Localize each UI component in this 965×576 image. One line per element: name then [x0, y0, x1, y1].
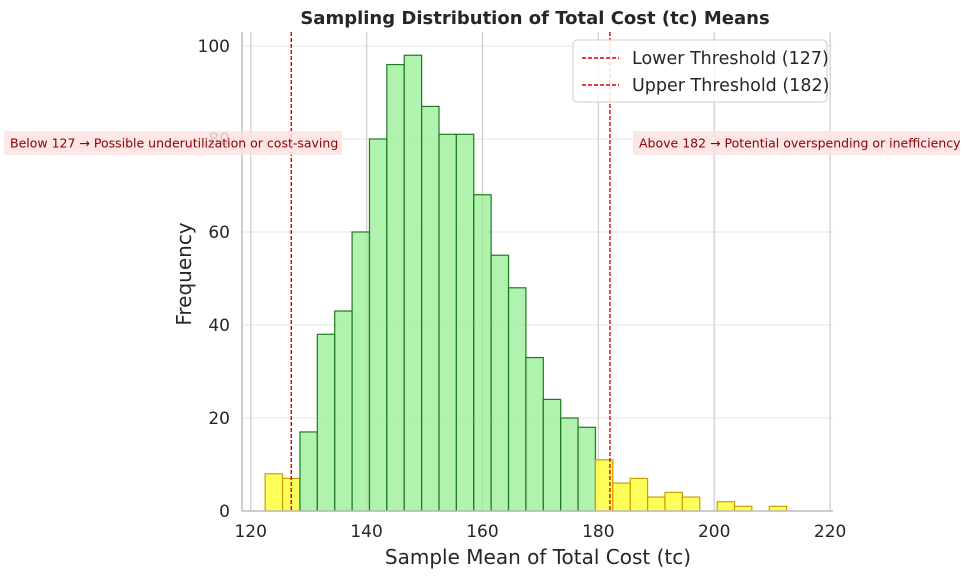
bar-outside-thresholds: [681, 496, 701, 512]
bar-within-thresholds: [351, 231, 371, 512]
y-tick-label: 0: [219, 502, 230, 522]
bar-within-thresholds: [368, 138, 388, 512]
bar-within-thresholds: [525, 356, 544, 512]
axes: [241, 32, 833, 512]
histogram-bars: [264, 54, 788, 512]
legend-upper-label: Upper Threshold (182): [632, 76, 829, 96]
chart-title: Sampling Distribution of Total Cost (tc)…: [300, 8, 769, 29]
bar-within-thresholds: [542, 398, 562, 512]
bar-within-thresholds: [421, 105, 440, 512]
x-axis-label: Sample Mean of Total Cost (tc): [385, 545, 691, 569]
bar-outside-thresholds: [612, 482, 631, 512]
x-tick-label: 180: [582, 522, 614, 542]
threshold-lines: [290, 32, 611, 511]
bar-within-thresholds: [403, 54, 423, 512]
bar-within-thresholds: [438, 133, 457, 512]
bar-outside-thresholds: [664, 491, 683, 512]
bar-within-thresholds: [577, 426, 597, 512]
y-tick-label: 20: [208, 409, 230, 429]
y-tick-label: 40: [208, 316, 230, 336]
bar-within-thresholds: [560, 417, 579, 512]
bar-within-thresholds: [490, 254, 510, 512]
bar-within-thresholds: [473, 194, 492, 512]
bar-outside-thresholds: [264, 473, 284, 512]
bar-outside-thresholds: [646, 496, 666, 512]
y-tick-label: 60: [208, 223, 230, 243]
annotation-upper-box: [633, 131, 960, 155]
x-tick-label: 120: [234, 522, 266, 542]
x-tick-label: 200: [698, 522, 730, 542]
bar-within-thresholds: [334, 310, 353, 512]
legend-lower-label: Lower Threshold (127): [632, 49, 829, 69]
y-tick-label: 100: [198, 37, 230, 57]
x-tick-label: 140: [350, 522, 382, 542]
bar-within-thresholds: [455, 133, 475, 512]
x-tick-label: 220: [814, 522, 846, 542]
annotation-lower: Below 127 → Possible underutilization or…: [4, 131, 342, 155]
bar-within-thresholds: [386, 63, 405, 512]
annotation-lower-text: Below 127 → Possible underutilization or…: [10, 136, 338, 151]
bar-within-thresholds: [507, 287, 527, 512]
y-axis-label: Frequency: [172, 222, 196, 325]
bar-within-thresholds: [299, 431, 318, 512]
bar-outside-thresholds: [716, 501, 736, 512]
bar-outside-thresholds: [629, 477, 649, 512]
annotation-upper: Above 182 → Potential overspending or in…: [633, 131, 961, 155]
x-tick-label: 160: [466, 522, 498, 542]
legend-box: [572, 39, 828, 103]
legend: Lower Threshold (127) Upper Threshold (1…: [572, 39, 829, 103]
bar-within-thresholds: [316, 333, 336, 512]
annotation-upper-text: Above 182 → Potential overspending or in…: [639, 136, 961, 151]
annotation-lower-box: [4, 131, 342, 155]
